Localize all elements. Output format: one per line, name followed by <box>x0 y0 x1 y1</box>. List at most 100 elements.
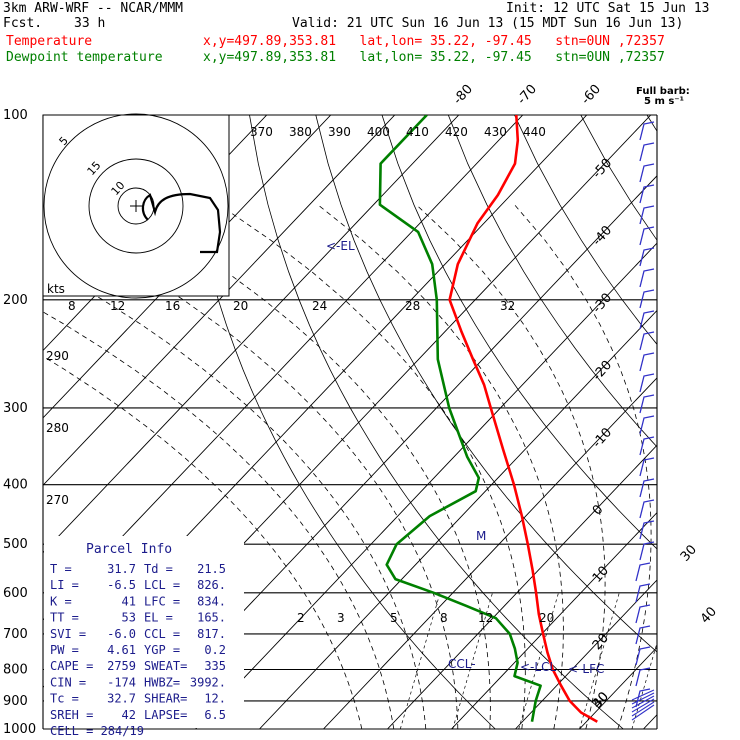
moist-adiabat <box>43 215 459 729</box>
wind-barb <box>631 701 655 717</box>
hodograph-speed-tick: 24 <box>312 299 327 313</box>
dry-adiabat <box>713 115 740 729</box>
init-time: Init: 12 UTC Sat 15 Jun 13 <box>506 1 710 16</box>
wind-barb <box>635 604 651 624</box>
parcel-key: EL = <box>144 611 173 625</box>
dewpoint-legend: Dewpoint temperature <box>6 50 163 65</box>
pressure-label: 200 <box>3 293 28 308</box>
pressure-gridlines <box>42 114 658 730</box>
wind-barbs <box>631 121 655 721</box>
barb-legend-unit: 5 m s⁻¹ <box>644 96 684 107</box>
wind-barb <box>635 562 651 582</box>
parcel-value: 165. <box>197 611 226 625</box>
parcel-value: 817. <box>197 627 226 641</box>
level-marker: M <box>476 529 486 543</box>
parcel-key: YGP = <box>144 643 180 657</box>
parcel-key: SHEAR= <box>144 692 187 706</box>
wind-barb <box>639 352 655 372</box>
pressure-label: 700 <box>3 627 28 642</box>
dry-adiabat <box>447 115 657 448</box>
dewpoint-line <box>378 115 542 722</box>
hodograph-trace <box>141 192 222 254</box>
level-marker: CCL- <box>448 657 476 671</box>
parcel-value: 826. <box>197 578 226 592</box>
isotherm-label: -10 <box>590 425 615 451</box>
barb-scale-label: 40 <box>698 604 720 626</box>
wind-barb <box>635 625 651 645</box>
dry-adiabat <box>381 115 657 550</box>
isotherm <box>323 377 657 729</box>
hodograph-speed-tick: 20 <box>233 299 248 313</box>
isotherm <box>515 579 657 729</box>
parcel-key: CIN = <box>50 675 86 689</box>
valid-time: Valid: 21 UTC Sun 16 Jun 13 (15 MDT Sun … <box>292 16 684 31</box>
wind-barb <box>639 394 655 414</box>
parcel-key: CCL = <box>144 627 180 641</box>
isotherm <box>43 115 332 419</box>
moist-adiabat <box>43 311 395 729</box>
parcel-value: 6.5 <box>204 708 226 722</box>
wind-barb <box>635 583 651 603</box>
theta-label: 440 <box>523 125 546 139</box>
pressure-label: 300 <box>3 401 28 416</box>
chart-background-lines <box>43 115 740 729</box>
pressure-label: 800 <box>3 662 28 677</box>
wind-barb <box>639 436 655 456</box>
forecast-hours: 33 h <box>74 16 106 31</box>
hodograph-speed-tick: 28 <box>405 299 420 313</box>
parcel-value: 42 <box>122 708 136 722</box>
wind-barb <box>639 205 655 225</box>
parcel-key: HWBZ= <box>144 675 180 689</box>
barb-legend-title: Full barb: <box>636 86 690 97</box>
isotherm-label: -80 <box>451 82 476 108</box>
pressure-label: 100 <box>3 108 28 123</box>
isotherm <box>451 511 657 729</box>
parcel-key: PW = <box>50 643 79 657</box>
theta-e-label: 280 <box>46 421 69 435</box>
wind-barb <box>639 541 655 561</box>
parcel-value: 31.7 <box>107 562 136 576</box>
mixing-ratio-label: 20 <box>539 611 554 625</box>
theta-label: 430 <box>484 125 507 139</box>
hodograph-speed-tick: 8 <box>68 299 76 313</box>
parcel-value: 41 <box>122 594 136 608</box>
parcel-key: LAPSE= <box>144 708 187 722</box>
parcel-value: -6.5 <box>107 578 136 592</box>
parcel-value: 32.7 <box>107 692 136 706</box>
theta-label: 390 <box>328 125 351 139</box>
dry-adiabat <box>315 115 657 653</box>
isotherm <box>43 115 524 621</box>
wind-barb <box>639 457 655 477</box>
parcel-key: LCL = <box>144 578 180 592</box>
mixing-ratio-label: 5 <box>390 611 398 625</box>
wind-barb <box>631 692 655 705</box>
parcel-key: SWEAT= <box>144 659 187 673</box>
wind-barb <box>635 646 651 666</box>
hodograph-ring <box>88 158 184 254</box>
temperature-legend: Temperature <box>6 34 93 49</box>
parcel-value: 0.2 <box>204 643 226 657</box>
forecast-label: Fcst. <box>3 16 43 31</box>
isotherm <box>43 115 396 486</box>
wind-barb <box>639 415 655 435</box>
hodograph-speed-tick: 16 <box>165 299 180 313</box>
theta-label: 370 <box>250 125 273 139</box>
model-name: 3km ARW-WRF -- NCAR/MMM <box>3 1 184 16</box>
dewpoint-location: x,y=497.89,353.81 lat,lon= 35.22, -97.45… <box>203 50 665 65</box>
isotherm <box>195 242 657 729</box>
parcel-value: 4.61 <box>107 643 136 657</box>
parcel-value: 21.5 <box>197 562 226 576</box>
wind-barb <box>639 310 655 330</box>
isotherm-label: -50 <box>590 156 615 182</box>
isotherm <box>387 444 657 729</box>
parcel-key: LI = <box>50 578 79 592</box>
parcel-key: TT = <box>50 611 79 625</box>
parcel-value: 53 <box>122 611 136 625</box>
sounding-profiles <box>378 115 598 723</box>
pressure-label: 600 <box>3 586 28 601</box>
isotherm-label: -60 <box>579 82 604 108</box>
temperature-line <box>448 115 598 723</box>
wind-barb <box>639 226 655 246</box>
